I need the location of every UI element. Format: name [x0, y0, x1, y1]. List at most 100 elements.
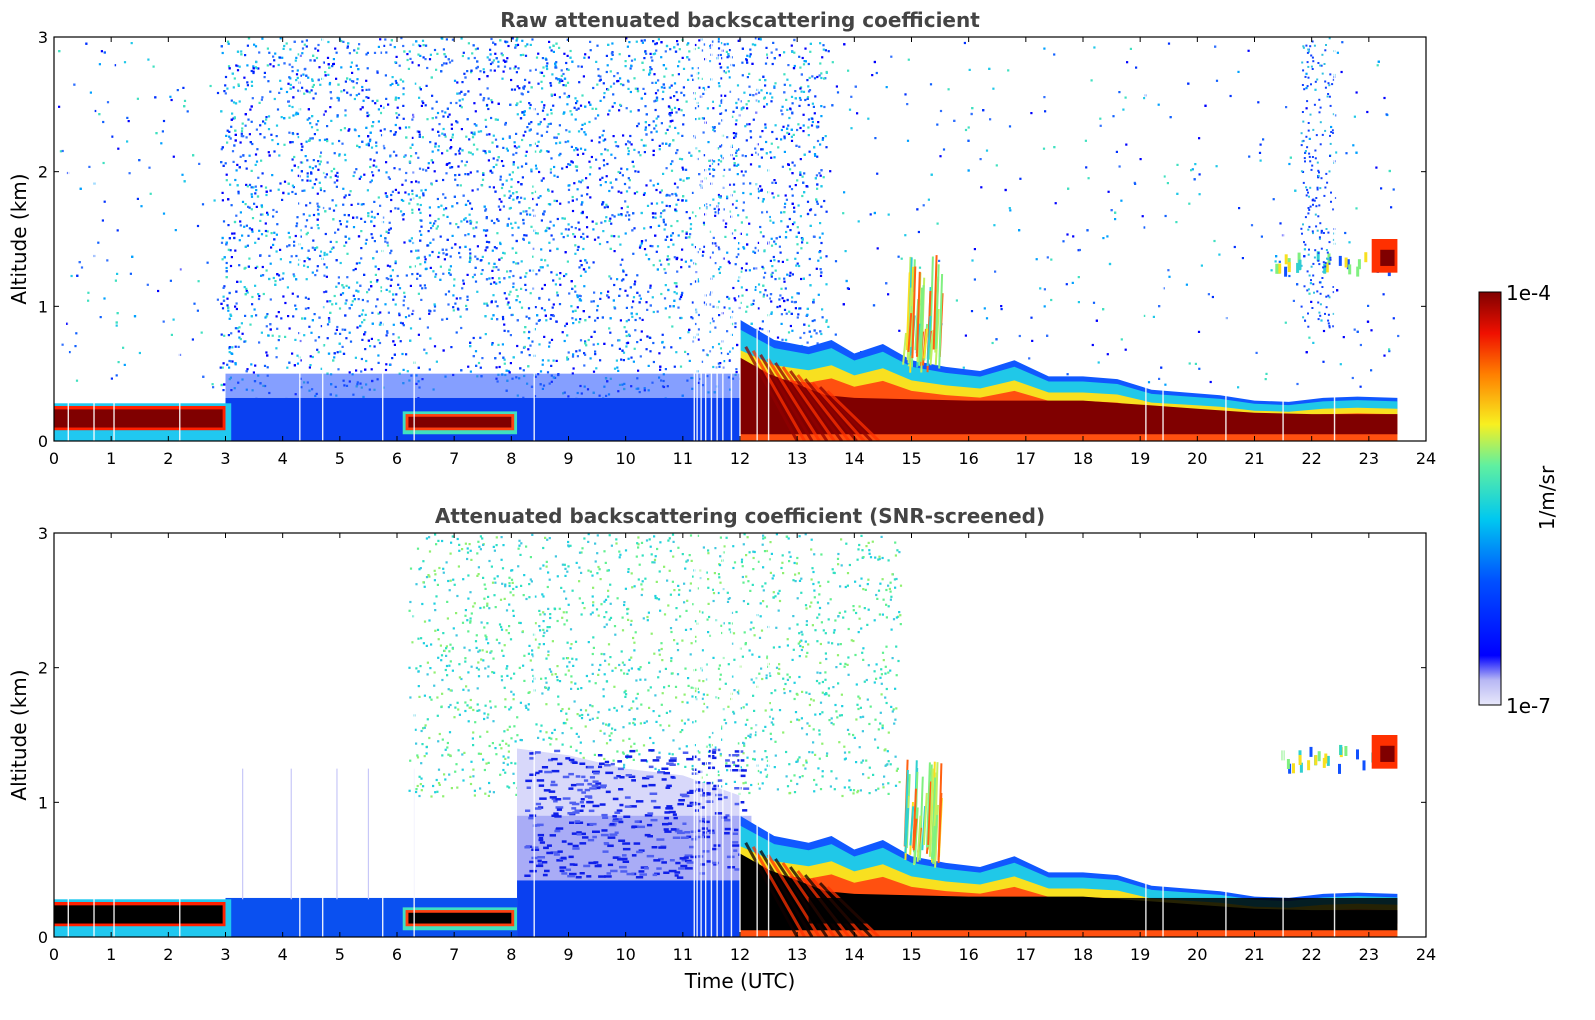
noise-pixel [583, 131, 586, 134]
noise-pixel [484, 208, 488, 211]
noise-pixel [655, 42, 658, 45]
noise-pixel [502, 146, 505, 149]
noise-pixel [377, 196, 380, 199]
noise-pixel [798, 55, 801, 58]
noise-pixel [702, 221, 706, 224]
noise-pixel [358, 146, 361, 149]
noise-pixel [494, 118, 497, 121]
noise-pixel [578, 298, 582, 301]
noise-pixel [540, 71, 544, 74]
noise-pixel [1308, 137, 1311, 140]
noise-pixel [1375, 166, 1378, 169]
noise-pixel [347, 129, 350, 132]
noise-pixel [786, 273, 789, 276]
noise-pixel [1143, 226, 1146, 229]
noise-pixel [350, 61, 353, 64]
noise-pixel [495, 247, 498, 250]
noise-pixel [731, 203, 734, 206]
noise-pixel [637, 170, 640, 173]
noise-pixel [242, 135, 245, 138]
noise-pixel [589, 49, 592, 52]
noise-pixel [503, 358, 506, 361]
noise-pixel [809, 50, 812, 53]
noise-pixel [470, 207, 473, 210]
noise-pixel [787, 64, 790, 67]
noise-pixel [688, 328, 691, 331]
noise-pixel [245, 183, 248, 186]
noise-pixel [649, 350, 652, 353]
noise-pixel [485, 217, 488, 220]
noise-pixel [549, 84, 553, 87]
noise-pixel [560, 232, 563, 235]
noise-pixel [867, 117, 870, 120]
noise-pixel [416, 203, 419, 206]
noise-pixel [380, 286, 383, 289]
noise-pixel [317, 168, 320, 171]
noise-pixel [757, 307, 760, 310]
noise-pixel [829, 170, 832, 173]
noise-pixel [567, 68, 570, 71]
noise-pixel [550, 338, 554, 341]
noise-pixel [661, 333, 664, 336]
noise-pixel [244, 54, 247, 57]
noise-pixel [682, 123, 685, 126]
noise-pixel [385, 97, 388, 100]
noise-pixel [1392, 188, 1395, 191]
noise-pixel [567, 140, 570, 143]
noise-pixel [474, 110, 477, 113]
noise-pixel [475, 67, 478, 70]
noise-pixel [58, 50, 61, 53]
noise-pixel [875, 71, 878, 75]
noise-pixel [366, 300, 369, 303]
noise-pixel [547, 150, 550, 153]
noise-pixel [1397, 334, 1400, 338]
noise-pixel [636, 274, 639, 277]
noise-pixel [685, 211, 688, 214]
noise-pixel [303, 43, 306, 46]
noise-pixel [652, 216, 655, 219]
noise-pixel [655, 202, 659, 205]
noise-pixel [482, 173, 485, 176]
noise-pixel [247, 37, 251, 40]
noise-pixel [353, 298, 356, 301]
noise-pixel [501, 77, 504, 80]
noise-pixel [1370, 329, 1373, 332]
noise-pixel [1053, 146, 1056, 149]
noise-pixel [411, 61, 414, 64]
noise-pixel [774, 181, 777, 184]
noise-pixel [516, 43, 520, 46]
noise-pixel [516, 295, 519, 298]
noise-pixel [720, 94, 723, 97]
noise-pixel [716, 209, 719, 212]
noise-pixel [491, 61, 494, 64]
noise-pixel [798, 264, 801, 268]
noise-pixel [787, 132, 791, 135]
noise-pixel [697, 77, 700, 80]
noise-pixel [342, 352, 346, 355]
noise-pixel [712, 305, 715, 308]
noise-pixel [75, 332, 78, 335]
noise-pixel [297, 166, 300, 169]
noise-pixel [617, 190, 620, 193]
noise-pixel [627, 147, 630, 150]
noise-pixel [670, 169, 674, 172]
noise-pixel [550, 112, 553, 115]
noise-pixel [552, 224, 555, 227]
noise-pixel [493, 69, 496, 72]
noise-pixel [471, 189, 474, 192]
noise-pixel [225, 134, 228, 137]
noise-pixel [561, 167, 564, 170]
noise-pixel [696, 105, 700, 108]
noise-pixel [487, 159, 490, 162]
noise-pixel [607, 43, 610, 46]
noise-pixel [575, 350, 578, 353]
noise-pixel [982, 109, 985, 112]
noise-pixel [502, 59, 505, 62]
noise-pixel [492, 157, 495, 160]
noise-pixel [434, 275, 437, 278]
noise-pixel [750, 322, 753, 325]
noise-pixel [873, 211, 876, 215]
noise-pixel [676, 220, 679, 223]
noise-pixel [565, 273, 568, 276]
noise-pixel [763, 97, 766, 100]
